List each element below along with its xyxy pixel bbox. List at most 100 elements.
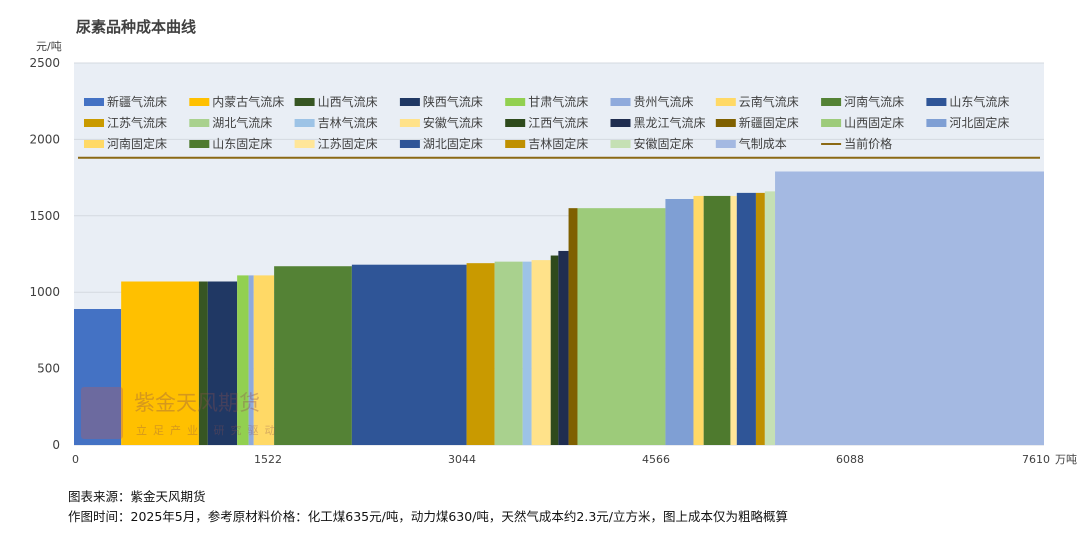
legend-label: 山西气流床 [318, 94, 378, 109]
legend-swatch [610, 119, 631, 127]
bar-21 [730, 195, 737, 445]
y-tick-label: 0 [52, 438, 60, 452]
legend-swatch [715, 140, 736, 148]
bar-24 [764, 191, 776, 445]
legend-swatch [294, 140, 315, 148]
legend-item: 江西气流床 [505, 115, 588, 130]
chart-title: 尿素品种成本曲线 [76, 18, 197, 36]
bar-8 [274, 266, 352, 445]
legend-item: 气制成本 [715, 136, 787, 151]
legend-item: 新疆气流床 [84, 94, 167, 109]
legend-swatch [399, 98, 420, 106]
bar-series [74, 171, 1044, 445]
legend-swatch [399, 140, 420, 148]
legend-swatch [505, 98, 526, 106]
legend-item: 山西气流床 [294, 94, 378, 109]
x-tick-label: 1522 [254, 453, 282, 466]
legend-swatch [926, 119, 947, 127]
legend-swatch [505, 140, 526, 148]
bar-11 [494, 261, 523, 445]
legend-label: 江西气流床 [528, 115, 588, 130]
legend-item: 江苏固定床 [294, 136, 378, 151]
bar-10 [466, 263, 495, 445]
bar-16 [568, 208, 578, 445]
x-axis-ticks: 0 1522 3044 4566 6088 7610 [72, 453, 1050, 466]
bar-15 [558, 250, 569, 445]
watermark-sub-text: 立足产业 研究驱动 [136, 423, 282, 437]
bar-1 [74, 309, 122, 445]
legend-swatch [294, 119, 315, 127]
bar-13 [531, 260, 551, 445]
legend-item: 山西固定床 [821, 115, 904, 130]
legend-label: 当前价格 [844, 136, 892, 151]
bar-25 [775, 171, 1044, 445]
legend-swatch [84, 119, 104, 127]
y-axis-unit: 元/吨 [36, 40, 62, 53]
legend-item: 贵州气流床 [610, 94, 694, 109]
legend-swatch [715, 119, 736, 127]
legend-label: 黑龙江气流床 [634, 115, 706, 130]
legend-swatch [505, 119, 526, 127]
legend-item: 安徽气流床 [399, 115, 483, 130]
legend-label: 吉林固定床 [528, 136, 588, 151]
legend-swatch [399, 119, 420, 127]
legend-label: 山东固定床 [212, 136, 272, 151]
legend-item: 云南气流床 [715, 94, 799, 109]
legend-label: 湖北气流床 [212, 115, 272, 130]
x-tick-label: 3044 [448, 453, 476, 466]
legend-item: 湖北气流床 [189, 115, 272, 130]
legend-swatch [84, 98, 104, 106]
legend-item: 内蒙古气流床 [189, 94, 284, 109]
legend-item: 当前价格 [821, 136, 892, 151]
legend-label: 甘肃气流床 [528, 94, 588, 109]
legend-swatch [189, 119, 210, 127]
legend-swatch [821, 119, 842, 127]
bar-4 [207, 281, 238, 445]
legend-item: 湖北固定床 [399, 136, 483, 151]
legend-label: 山西固定床 [844, 115, 904, 130]
legend-swatch [189, 140, 210, 148]
legend-label: 安徽气流床 [423, 115, 483, 130]
y-tick-label: 2000 [29, 132, 60, 146]
bar-14 [550, 255, 559, 445]
footnote: 作图时间：2025年5月，参考原材料价格：化工煤635元/吨，动力煤630/吨，… [68, 509, 788, 524]
legend-swatch [294, 98, 315, 106]
legend-item: 陕西气流床 [399, 94, 483, 109]
bar-22 [736, 192, 756, 445]
legend-item: 甘肃气流床 [505, 94, 588, 109]
legend-item: 山东固定床 [189, 136, 272, 151]
legend-item: 河南气流床 [821, 94, 904, 109]
legend-item: 江苏气流床 [84, 115, 167, 130]
x-tick-label: 0 [72, 453, 79, 466]
watermark-logo [81, 387, 123, 439]
legend-item: 吉林固定床 [505, 136, 588, 151]
legend-item: 河北固定床 [926, 115, 1009, 130]
legend-swatch [926, 98, 947, 106]
bar-18 [665, 198, 694, 445]
legend-swatch [84, 140, 104, 148]
bar-19 [693, 195, 704, 445]
legend-label: 安徽固定床 [634, 136, 694, 151]
legend-label: 江苏气流床 [107, 115, 167, 130]
bar-6 [248, 275, 254, 445]
legend: 新疆气流床 内蒙古气流床 山西气流床 陕西气流床 甘肃气流床 贵州气流床 云南气流床 河南气流… [84, 94, 1009, 151]
legend-item: 黑龙江气流床 [610, 115, 706, 130]
legend-label: 气制成本 [739, 136, 787, 151]
legend-swatch [610, 98, 631, 106]
legend-label: 云南气流床 [739, 94, 799, 109]
bar-7 [253, 275, 275, 445]
bar-3 [198, 281, 208, 445]
legend-label: 陕西气流床 [423, 94, 483, 109]
x-tick-label: 4566 [642, 453, 670, 466]
x-axis-unit: 万吨 [1055, 453, 1077, 466]
bar-17 [577, 208, 666, 445]
x-tick-label: 6088 [836, 453, 864, 466]
cost-curve-chart: 紫金天风期货 立足产业 研究驱动 新疆气流床 内蒙古气流床 山西气流床 陕西气流床 甘肃… [29, 56, 1077, 466]
y-tick-label: 2500 [29, 56, 60, 70]
y-tick-label: 500 [37, 362, 60, 376]
legend-swatch [821, 98, 842, 106]
legend-label: 河南固定床 [107, 136, 167, 151]
x-tick-label: 7610 [1022, 453, 1050, 466]
legend-label: 内蒙古气流床 [212, 94, 284, 109]
legend-label: 江苏固定床 [318, 136, 378, 151]
